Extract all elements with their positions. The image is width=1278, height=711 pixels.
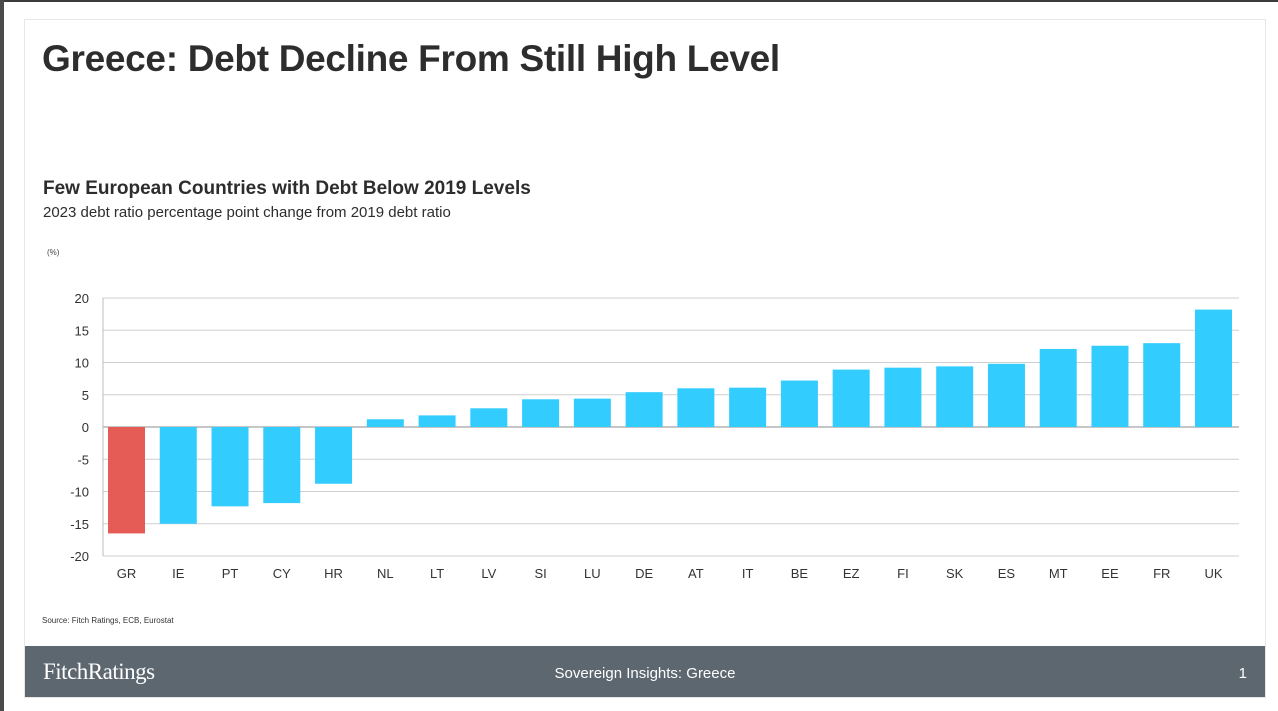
bar-cy bbox=[263, 427, 301, 504]
y-unit-label: (%) bbox=[47, 248, 60, 257]
y-tick-label: -20 bbox=[70, 549, 89, 564]
bar-fi bbox=[884, 367, 922, 427]
slide: Greece: Debt Decline From Still High Lev… bbox=[24, 19, 1266, 698]
footer-bar: FitchRatings Sovereign Insights: Greece … bbox=[25, 646, 1265, 697]
bar-sk bbox=[936, 366, 974, 427]
bar-uk bbox=[1195, 309, 1232, 427]
bar-gr bbox=[108, 427, 145, 534]
x-tick-label: EE bbox=[1101, 566, 1119, 581]
bar-ez bbox=[832, 369, 870, 427]
y-tick-label: 10 bbox=[75, 356, 89, 371]
y-tick-label: 20 bbox=[75, 291, 89, 306]
chart-subtitle: 2023 debt ratio percentage point change … bbox=[43, 204, 451, 221]
x-tick-label: BE bbox=[791, 566, 809, 581]
window-top-edge bbox=[0, 0, 1278, 2]
x-tick-label: PT bbox=[222, 566, 239, 581]
bar-ee bbox=[1091, 345, 1129, 427]
x-tick-label: FR bbox=[1153, 566, 1170, 581]
x-tick-label: GR bbox=[117, 566, 137, 581]
x-tick-label: EZ bbox=[843, 566, 860, 581]
y-tick-label: -15 bbox=[70, 517, 89, 532]
bar-es bbox=[987, 363, 1025, 427]
bar-lu bbox=[573, 398, 611, 427]
x-tick-label: HR bbox=[324, 566, 343, 581]
bar-it bbox=[729, 387, 767, 427]
bar-fr bbox=[1143, 343, 1181, 427]
x-tick-label: NL bbox=[377, 566, 394, 581]
bar-be bbox=[780, 380, 818, 427]
y-tick-label: 15 bbox=[75, 323, 89, 338]
bar-mt bbox=[1039, 348, 1077, 427]
x-tick-label: CY bbox=[273, 566, 291, 581]
bar-at bbox=[677, 388, 715, 427]
bar-de bbox=[625, 392, 663, 427]
x-tick-label: IE bbox=[172, 566, 185, 581]
fitch-ratings-logo: FitchRatings bbox=[43, 659, 155, 684]
x-tick-label: ES bbox=[998, 566, 1016, 581]
bar-lv bbox=[470, 408, 508, 427]
x-tick-label: LT bbox=[430, 566, 444, 581]
x-tick-label: SK bbox=[946, 566, 964, 581]
window-left-edge bbox=[0, 0, 4, 711]
x-tick-label: IT bbox=[742, 566, 754, 581]
y-tick-label: -10 bbox=[70, 485, 89, 500]
x-tick-label: SI bbox=[534, 566, 546, 581]
x-tick-label: UK bbox=[1204, 566, 1222, 581]
x-tick-label: LV bbox=[481, 566, 496, 581]
bar-pt bbox=[211, 427, 249, 507]
y-tick-label: -5 bbox=[77, 452, 89, 467]
bar-lt bbox=[418, 415, 456, 427]
chart-title: Few European Countries with Debt Below 2… bbox=[43, 178, 531, 199]
slide-title: Greece: Debt Decline From Still High Lev… bbox=[42, 38, 780, 79]
bar-si bbox=[522, 399, 560, 427]
bar-nl bbox=[366, 419, 404, 427]
x-tick-label: LU bbox=[584, 566, 601, 581]
bar-ie bbox=[159, 427, 197, 524]
y-tick-label: 5 bbox=[82, 388, 89, 403]
y-tick-label: 0 bbox=[82, 420, 89, 435]
bar-hr bbox=[315, 427, 353, 484]
bar-chart: 20 15 10 5 0 -5 -10 -15 -20 GR IE PT CY HR NL LT LV SI LU D… bbox=[70, 291, 1239, 581]
x-tick-label: AT bbox=[688, 566, 704, 581]
footer-publication-title: Sovereign Insights: Greece bbox=[554, 665, 736, 682]
x-tick-label: FI bbox=[897, 566, 909, 581]
x-tick-label: DE bbox=[635, 566, 653, 581]
source-note: Source: Fitch Ratings, ECB, Eurostat bbox=[42, 616, 174, 625]
page-number: 1 bbox=[1238, 665, 1247, 682]
x-tick-label: MT bbox=[1049, 566, 1068, 581]
